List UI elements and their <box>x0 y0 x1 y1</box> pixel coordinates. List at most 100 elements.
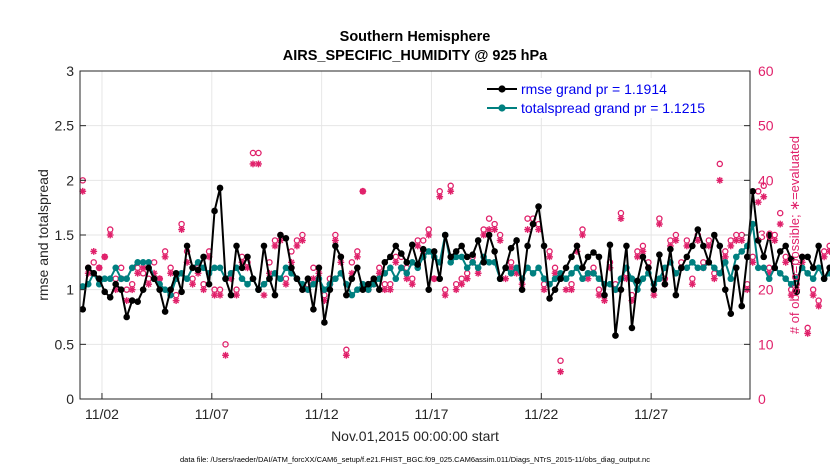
rmse-series-point <box>711 231 718 239</box>
obs-evaluated-stroke <box>293 242 300 249</box>
obs-evaluated-marker <box>524 226 531 233</box>
rmse-series-point <box>656 251 663 258</box>
rmse-series-point <box>738 302 746 310</box>
rmse-series-point <box>167 286 174 293</box>
obs-evaluated-marker <box>353 253 361 261</box>
obs-evaluated-stroke <box>552 270 558 277</box>
rmse-series-point <box>798 253 806 261</box>
x-tick-label: 11/02 <box>85 406 119 422</box>
obs-evaluated-stroke <box>689 281 696 288</box>
obs-evaluated-stroke <box>810 292 817 299</box>
obs-evaluated-stroke <box>436 193 443 200</box>
obs-evaluated-marker <box>826 248 830 255</box>
obs-evaluated-stroke <box>815 303 822 310</box>
obs-evaluated-marker <box>161 253 169 261</box>
rmse-series-point <box>194 266 202 274</box>
rmse-series-point <box>562 264 570 272</box>
series-layer <box>79 149 830 376</box>
obs-evaluated-stroke <box>683 242 690 249</box>
totalspread-series-point <box>139 259 147 266</box>
rmse-series-point <box>579 264 586 272</box>
totalspread-series-point <box>244 280 251 288</box>
obs-evaluated-stroke <box>821 253 828 260</box>
rmse-series-point <box>754 237 762 244</box>
totalspread-series-point <box>595 275 603 283</box>
rmse-series-point <box>238 264 246 272</box>
rmse-series-point <box>161 308 169 315</box>
totalspread-series-point <box>386 264 394 272</box>
obs-evaluated-marker <box>716 176 724 184</box>
totalspread-series-point <box>447 259 454 266</box>
obs-evaluated-stroke <box>189 281 196 288</box>
obs-evaluated-stroke <box>332 237 339 244</box>
rmse-series-point <box>809 264 817 272</box>
totalspread-series-point <box>540 275 548 283</box>
obs-evaluated-stroke <box>716 177 723 184</box>
rmse-series-point <box>266 275 273 283</box>
rmse-series-point <box>474 237 482 244</box>
obs-evaluated-stroke <box>272 242 278 249</box>
totalspread-series-point <box>469 259 476 266</box>
rmse-series-point <box>683 253 691 261</box>
chart-title-line-2: AIRS_SPECIFIC_HUMIDITY @ 925 hPa <box>283 48 548 64</box>
rmse-series-point <box>820 275 828 283</box>
totalspread-series-point <box>551 275 559 283</box>
rmse-series-point <box>216 184 224 192</box>
totalspread-series-point <box>513 264 520 272</box>
rmse-series-point <box>760 253 768 261</box>
x-tick-label: 11/12 <box>305 406 339 422</box>
rmse-series-point <box>771 264 779 272</box>
obs-evaluated-marker <box>815 302 823 310</box>
obs-evaluated-marker <box>172 297 180 304</box>
totalspread-series-point <box>392 275 400 283</box>
rmse-series-point <box>145 264 152 272</box>
rmse-series-point <box>183 242 191 250</box>
totalspread-series-point <box>689 259 696 266</box>
rmse-series-point <box>721 286 729 293</box>
obs-evaluated-stroke <box>749 259 756 266</box>
obs-evaluated-stroke <box>211 292 218 299</box>
obs-evaluated-stroke <box>694 237 701 244</box>
rmse-series-point <box>271 291 279 299</box>
obs-evaluated-stroke <box>650 292 657 299</box>
obs-evaluated-stroke <box>348 270 355 277</box>
rmse-series-point <box>321 319 328 326</box>
obs-evaluated-marker <box>754 198 762 206</box>
totalspread-series-point <box>161 286 169 293</box>
obs-evaluated-stroke <box>447 188 454 195</box>
obs-evaluated-marker <box>447 187 455 195</box>
totalspread-series-point <box>183 275 191 283</box>
obs-evaluated-stroke <box>601 297 608 304</box>
totalspread-series-point <box>716 269 724 277</box>
rmse-series-point <box>452 248 460 255</box>
rmse-series-point <box>513 237 520 244</box>
x-tick-label: 11/22 <box>524 406 558 422</box>
obs-evaluated-stroke <box>123 297 130 304</box>
rmse-series-point <box>343 291 350 299</box>
obs-evaluated-stroke <box>222 352 229 359</box>
obs-evaluated-stroke <box>804 330 811 337</box>
rmse-series-point <box>590 249 597 256</box>
rmse-series-point <box>359 286 367 293</box>
totalspread-series-point <box>128 264 136 272</box>
y-left-tick-label: 3 <box>66 63 74 79</box>
obs-evaluated-stroke <box>486 226 493 233</box>
rmse-series-point <box>469 251 476 258</box>
legend-box <box>482 78 744 118</box>
obs-evaluated-marker <box>738 237 746 244</box>
obs-evaluated-marker <box>655 220 663 228</box>
rmse-series-point <box>667 245 674 253</box>
y-right-tick-label: 50 <box>758 118 774 134</box>
totalspread-series-point <box>211 264 218 272</box>
obs-evaluated-marker <box>436 193 444 201</box>
rmse-series-point <box>414 261 422 268</box>
obs-possible-marker <box>222 341 229 348</box>
totalspread-series-point <box>458 253 465 261</box>
obs-evaluated-marker <box>408 280 416 288</box>
obs-evaluated-stroke <box>261 292 267 299</box>
legend-spread-marker <box>498 104 506 112</box>
rmse-series-point <box>436 275 444 283</box>
chart-title-line-1: Southern Hemisphere <box>340 29 491 45</box>
rmse-series-point <box>447 253 454 261</box>
obs-evaluated-stroke <box>392 259 399 266</box>
